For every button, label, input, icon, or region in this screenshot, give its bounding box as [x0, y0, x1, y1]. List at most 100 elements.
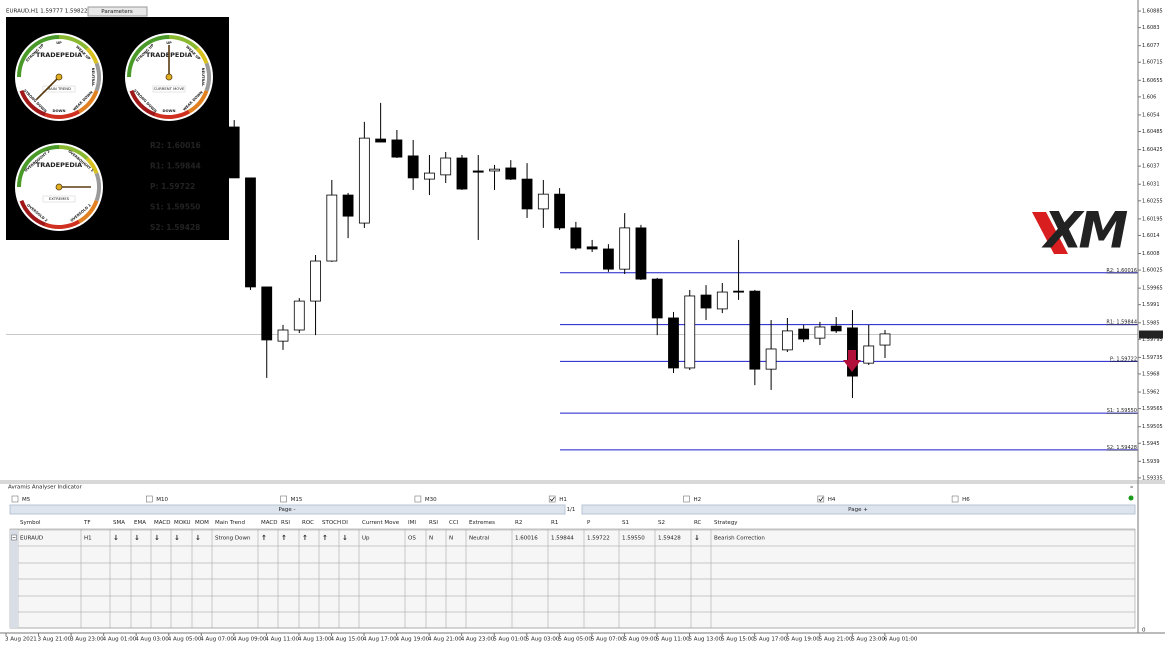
gauge-ring — [129, 89, 157, 117]
column-header: R1 — [551, 520, 558, 526]
gauge-caption: EXTREMES — [49, 196, 70, 201]
timeframe-checkbox[interactable] — [548, 495, 556, 503]
x-tick-label: 4 Aug 09:00 — [233, 637, 267, 643]
candle-body — [668, 317, 679, 369]
chart-layer: 1.60885 1.6083 1.6077 1.60715 1.60655 1.606 1.… — [6, 9, 1163, 481]
table-cell: ↓ — [134, 534, 140, 542]
candle-body — [342, 194, 354, 217]
timeframe-checkbox[interactable] — [817, 495, 825, 503]
table-cell: ↑ — [302, 534, 308, 542]
gauge-ring — [204, 62, 211, 92]
candle-body — [456, 157, 468, 190]
column-header: Extremes — [469, 520, 495, 526]
column-header: MACD — [154, 520, 171, 526]
candle-body — [733, 290, 744, 293]
parameters-button[interactable] — [87, 6, 148, 17]
x-tick-label: 4 Aug 05:00 — [168, 637, 202, 643]
y-tick-label: 1.60255 — [1142, 198, 1163, 204]
y-tick-label: 1.59335 — [1142, 475, 1163, 481]
timeframe-checkbox[interactable] — [951, 495, 959, 503]
timeframe-checkbox[interactable] — [11, 495, 19, 503]
y-tick-label: 1.60025 — [1142, 268, 1163, 274]
gauge-needle — [35, 76, 60, 101]
gauge-caption: MAIN TREND — [47, 86, 71, 91]
page-next-button[interactable] — [581, 504, 1136, 515]
table-cell: ↓ — [113, 534, 119, 542]
candle-body — [830, 325, 842, 332]
y-tick-label: 1.6037 — [1142, 164, 1160, 170]
page-next[interactable]: Page + — [848, 507, 868, 513]
gauge-ring — [77, 89, 99, 114]
x-tick-label: 5 Aug 09:00 — [623, 637, 657, 643]
collapse-button[interactable]: » — [1130, 485, 1133, 491]
gauge-caption-box — [152, 85, 186, 93]
table-cell: ↓ — [342, 534, 348, 542]
candle-body — [245, 177, 256, 288]
table-cell: 1.59428 — [658, 536, 681, 542]
x-tick-label: 4 Aug 13:00 — [298, 637, 332, 643]
candle-body — [798, 328, 810, 340]
table-cell: ↓ — [174, 534, 180, 542]
y-tick-label: 1.5985 — [1142, 320, 1160, 326]
candle-body — [228, 126, 240, 179]
gauge-ring — [17, 145, 60, 188]
column-header: Symbol — [20, 520, 41, 526]
y-tick-label: 1.606 — [1142, 94, 1156, 100]
page-prev-button[interactable] — [9, 504, 566, 515]
pivot-label: R1: 1.59844 — [1106, 320, 1137, 326]
timeframe-checkbox[interactable] — [683, 495, 690, 503]
gauge-caption-box — [42, 195, 76, 203]
timeframe-checkbox[interactable] — [280, 495, 287, 503]
column-header: STOCH — [322, 520, 341, 526]
x-tick-label: 4 Aug 21:00 — [428, 637, 462, 643]
x-tick-label: 5 Aug 19:00 — [786, 637, 820, 643]
candle-body — [277, 329, 289, 342]
table-cell: ↑ — [322, 534, 328, 542]
x-tick-label: 4 Aug 23:00 — [461, 637, 495, 643]
column-header: RSI — [429, 520, 438, 526]
gauge-label: UP — [166, 41, 172, 45]
y-tick-label: 1.6008 — [1142, 251, 1160, 257]
candle-body — [537, 193, 549, 210]
x-tick-label: 3 Aug 2021 — [5, 637, 37, 643]
candle-body — [310, 260, 321, 302]
candle-body — [700, 294, 712, 309]
gauge-ring — [168, 35, 199, 51]
candle-body — [489, 168, 500, 172]
candle-body — [879, 333, 891, 346]
column-header: IMI — [408, 520, 416, 526]
pivot-panel-label: S2: 1.59428 — [150, 223, 200, 232]
timeframe-checkbox[interactable] — [414, 495, 422, 503]
table-cell: ↓ — [195, 534, 201, 542]
x-tick-label: 4 Aug 11:00 — [265, 637, 299, 643]
gauge-ring — [19, 89, 47, 117]
candle-body — [684, 295, 696, 369]
gauge-hub — [165, 73, 173, 81]
column-header: S1 — [622, 520, 629, 526]
y-tick-label: 1.59505 — [1142, 424, 1163, 430]
y-tick-label: 1.6054 — [1142, 112, 1160, 118]
candle-body — [651, 278, 663, 319]
x-tick-label: 5 Aug 05:00 — [558, 637, 592, 643]
column-header: TF — [83, 520, 91, 526]
y-tick-label: 1.60485 — [1142, 129, 1163, 135]
timeframe-label: H2 — [694, 497, 702, 503]
page-prev[interactable]: Page - — [278, 507, 295, 513]
candle-body — [424, 172, 435, 180]
timeframe-checkbox[interactable] — [146, 495, 153, 503]
parameters-label[interactable]: Parameters — [101, 9, 133, 15]
y-tick-label: 1.60655 — [1142, 78, 1163, 84]
gauge-caption: CURRENT MOVE — [154, 86, 185, 91]
column-header: Strategy — [714, 520, 738, 526]
column-header: DI — [342, 520, 348, 526]
gauge-brand: TRADEPEDIA — [36, 161, 82, 169]
symbol-info: EURAUD,H1 1.59777 1.59822 1.597 — [6, 9, 105, 15]
pivot-label: S2: 1.59428 — [1107, 445, 1137, 451]
table-cell: EURAUD — [20, 536, 43, 542]
column-header: MACD — [261, 520, 278, 526]
timeframe-label: H4 — [828, 497, 836, 503]
x-tick-label: 4 Aug 01:00 — [103, 637, 137, 643]
x-tick-label: 4 Aug 03:00 — [135, 637, 169, 643]
column-header: RC — [694, 520, 702, 526]
